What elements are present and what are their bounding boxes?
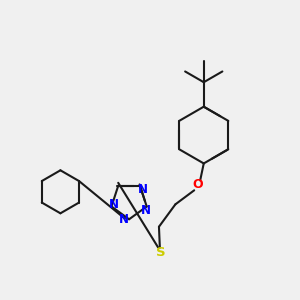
Text: N: N [140, 204, 151, 217]
Text: N: N [138, 183, 148, 196]
Text: O: O [193, 178, 203, 191]
Text: N: N [119, 213, 129, 226]
Text: S: S [156, 246, 165, 259]
Text: N: N [109, 199, 119, 212]
